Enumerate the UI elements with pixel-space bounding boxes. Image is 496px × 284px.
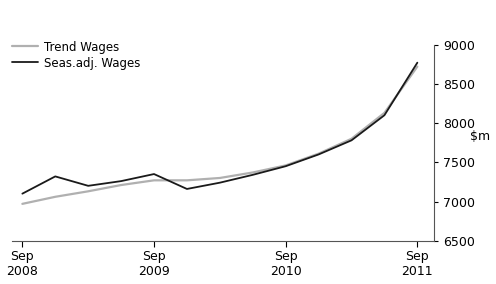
Seas.adj. Wages (283, 164, 289, 168)
Trend Wages (85, 190, 91, 193)
Seas.adj. Wages (217, 181, 223, 184)
Seas.adj. Wages (19, 192, 25, 195)
Trend Wages (381, 111, 387, 114)
Legend: Trend Wages, Seas.adj. Wages: Trend Wages, Seas.adj. Wages (12, 41, 141, 70)
Seas.adj. Wages (414, 61, 420, 64)
Trend Wages (414, 65, 420, 68)
Seas.adj. Wages (85, 184, 91, 187)
Trend Wages (217, 176, 223, 180)
Seas.adj. Wages (381, 114, 387, 117)
Trend Wages (315, 152, 321, 155)
Trend Wages (151, 179, 157, 182)
Trend Wages (349, 137, 355, 141)
Trend Wages (250, 171, 256, 174)
Trend Wages (52, 195, 58, 199)
Seas.adj. Wages (52, 175, 58, 178)
Seas.adj. Wages (315, 153, 321, 156)
Seas.adj. Wages (118, 179, 124, 183)
Trend Wages (283, 164, 289, 167)
Seas.adj. Wages (184, 187, 190, 191)
Seas.adj. Wages (250, 173, 256, 177)
Line: Seas.adj. Wages: Seas.adj. Wages (22, 63, 417, 194)
Trend Wages (118, 183, 124, 187)
Y-axis label: $m: $m (470, 130, 491, 143)
Trend Wages (184, 179, 190, 182)
Line: Trend Wages: Trend Wages (22, 66, 417, 204)
Seas.adj. Wages (151, 172, 157, 176)
Seas.adj. Wages (349, 139, 355, 142)
Trend Wages (19, 202, 25, 206)
